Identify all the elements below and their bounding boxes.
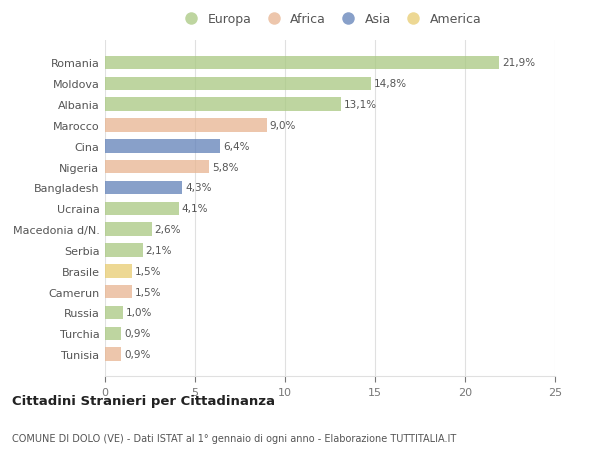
Text: 6,4%: 6,4% xyxy=(223,141,250,151)
Text: 2,6%: 2,6% xyxy=(155,224,181,235)
Text: 4,1%: 4,1% xyxy=(182,204,208,214)
Bar xyxy=(105,98,341,112)
Text: 1,5%: 1,5% xyxy=(134,287,161,297)
Text: 1,5%: 1,5% xyxy=(134,266,161,276)
Text: 0,9%: 0,9% xyxy=(124,349,150,359)
Text: COMUNE DI DOLO (VE) - Dati ISTAT al 1° gennaio di ogni anno - Elaborazione TUTTI: COMUNE DI DOLO (VE) - Dati ISTAT al 1° g… xyxy=(12,433,456,442)
Text: 13,1%: 13,1% xyxy=(343,100,377,110)
Bar xyxy=(105,56,499,70)
Bar xyxy=(105,285,132,299)
Text: 5,8%: 5,8% xyxy=(212,162,239,172)
Legend: Europa, Africa, Asia, America: Europa, Africa, Asia, America xyxy=(176,11,484,28)
Text: Cittadini Stranieri per Cittadinanza: Cittadini Stranieri per Cittadinanza xyxy=(12,394,275,407)
Text: 2,1%: 2,1% xyxy=(146,246,172,255)
Bar xyxy=(105,244,143,257)
Bar xyxy=(105,264,132,278)
Bar xyxy=(105,347,121,361)
Text: 4,3%: 4,3% xyxy=(185,183,212,193)
Bar xyxy=(105,140,220,153)
Bar xyxy=(105,327,121,341)
Text: 9,0%: 9,0% xyxy=(270,121,296,131)
Text: 14,8%: 14,8% xyxy=(374,79,407,89)
Bar xyxy=(105,223,152,236)
Bar xyxy=(105,77,371,91)
Text: 0,9%: 0,9% xyxy=(124,329,150,339)
Text: 21,9%: 21,9% xyxy=(502,58,535,68)
Bar xyxy=(105,306,123,319)
Bar xyxy=(105,202,179,216)
Bar xyxy=(105,181,182,195)
Text: 1,0%: 1,0% xyxy=(126,308,152,318)
Bar xyxy=(105,119,267,133)
Bar xyxy=(105,161,209,174)
